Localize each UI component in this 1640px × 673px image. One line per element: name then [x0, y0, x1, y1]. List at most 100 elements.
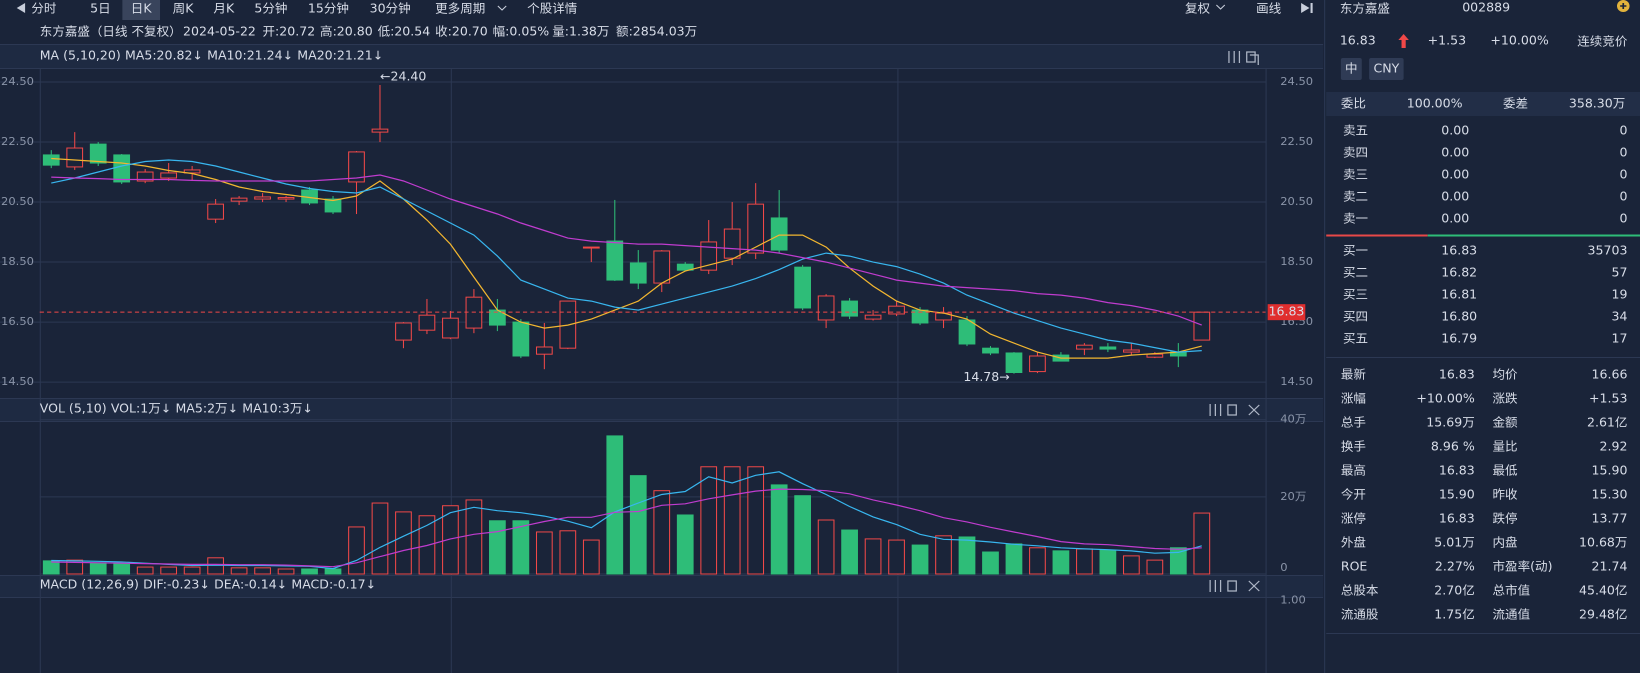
- add-icon-plus: [1620, 3, 1627, 9]
- volume-bar: [277, 568, 295, 575]
- info-field: 低:20.54: [378, 25, 431, 39]
- stat-label: 总市值: [1493, 583, 1531, 598]
- book-volume: 0: [1619, 168, 1627, 182]
- book-volume: 57: [1611, 266, 1627, 280]
- volume-bar: [1005, 543, 1023, 575]
- tab[interactable]: 5分钟: [254, 1, 287, 16]
- stat-value: 15.90: [1592, 464, 1628, 478]
- book-volume: 34: [1611, 310, 1627, 324]
- stat-label: 最高: [1341, 463, 1366, 478]
- stat-label: 外盘: [1341, 535, 1366, 550]
- y-tick-label: 16.50: [1, 315, 34, 328]
- book-label: 卖三: [1343, 168, 1368, 182]
- info-date: 2024-05-22: [183, 25, 256, 39]
- legend-entry: MACD:-0.17↓: [291, 578, 376, 592]
- ma-line: [51, 159, 1202, 353]
- legend-strip: [0, 575, 1324, 597]
- legend-entry: MA5:20.82↓: [125, 49, 203, 63]
- book-label: 卖一: [1343, 212, 1368, 226]
- candle-body: [89, 143, 107, 164]
- candle-body: [817, 295, 835, 321]
- tab[interactable]: 分时: [31, 2, 56, 16]
- candle-body: [442, 317, 459, 339]
- candle-body: [888, 305, 905, 315]
- stat-label: 今开: [1341, 487, 1366, 502]
- tool[interactable]: 复权: [1185, 2, 1210, 16]
- book-label: 买四: [1343, 310, 1368, 324]
- book-price: 16.79: [1441, 332, 1477, 346]
- ma-line: [51, 174, 1202, 326]
- tab[interactable]: 个股详情: [527, 1, 577, 16]
- volume-bar: [1146, 559, 1164, 575]
- stock-name: 东方嘉盛: [1340, 1, 1390, 16]
- tab[interactable]: 更多周期: [435, 2, 485, 16]
- stat-label: 市盈率(动): [1493, 559, 1553, 574]
- stat-value: 2.70亿: [1434, 583, 1474, 598]
- stat-label: 最新: [1341, 367, 1366, 382]
- info-field: 额:2854.03万: [616, 25, 697, 39]
- volume-bar: [1123, 555, 1140, 575]
- tab[interactable]: 30分钟: [370, 1, 411, 16]
- volume-bar: [1029, 547, 1046, 575]
- volume-bar: [958, 536, 976, 575]
- stat-value: 5.01万: [1434, 536, 1474, 550]
- candle-body: [42, 154, 60, 166]
- volume-bar: [89, 562, 107, 575]
- tab[interactable]: 日K: [131, 2, 153, 16]
- stat-label: 涨跌: [1493, 391, 1518, 406]
- volume-bar: [723, 466, 741, 575]
- stat-value: 21.74: [1592, 560, 1628, 574]
- tool[interactable]: 画线: [1256, 2, 1281, 16]
- candle-body: [1076, 344, 1093, 350]
- volume-bar: [512, 520, 530, 575]
- candle-body: [324, 198, 342, 213]
- volume-ma-line: [51, 471, 1202, 570]
- order-stat-row: [1326, 92, 1640, 116]
- stat-value: 15.30: [1592, 488, 1628, 502]
- candle-body: [277, 197, 295, 200]
- candle-body: [841, 300, 858, 317]
- stat-label: ROE: [1341, 560, 1368, 574]
- candle-body: [254, 196, 271, 200]
- stat-value: 16.83: [1439, 512, 1475, 526]
- stat-value: 16.83: [1439, 368, 1475, 382]
- volume-bar: [747, 466, 765, 575]
- legend-entry: MA5:2万↓: [175, 402, 238, 416]
- candle-body: [160, 172, 178, 179]
- info-title: 东方嘉盛（日线 不复权）: [40, 24, 182, 39]
- volume-bar: [935, 535, 952, 575]
- tab[interactable]: 周K: [173, 2, 195, 16]
- tab[interactable]: 5日: [90, 2, 111, 16]
- volume-bar: [301, 568, 318, 575]
- candle-body: [794, 266, 812, 309]
- volume-bar: [653, 490, 671, 575]
- tab[interactable]: 15分钟: [308, 1, 349, 16]
- stat-value: 1.75亿: [1434, 607, 1474, 622]
- volume-bar: [207, 557, 224, 575]
- volume-bar: [629, 475, 647, 575]
- stat-label: 涨幅: [1341, 391, 1366, 406]
- candle-body: [723, 228, 741, 259]
- candle-body: [1146, 353, 1164, 358]
- candle-body: [348, 151, 365, 183]
- stat-label: 昨收: [1493, 488, 1518, 502]
- book-price: 0.00: [1441, 124, 1469, 138]
- prev-icon[interactable]: [16, 3, 26, 13]
- tab[interactable]: 月K: [213, 2, 235, 16]
- annotation: ←24.40: [380, 70, 426, 84]
- candle-body: [629, 262, 647, 284]
- stat-label: 总手: [1341, 416, 1366, 430]
- volume-bar: [1076, 548, 1093, 575]
- candle-body: [207, 203, 224, 220]
- volume-bar: [700, 466, 718, 575]
- candle-body: [864, 314, 882, 320]
- next-icon[interactable]: [1301, 3, 1313, 13]
- candle-body: [1005, 352, 1023, 373]
- candle-body: [535, 346, 553, 355]
- candle-body: [512, 321, 530, 357]
- book-price: 0.00: [1441, 168, 1469, 182]
- stat-value: 45.40亿: [1579, 583, 1627, 598]
- volume-bar: [794, 495, 812, 575]
- panel-tools[interactable]: [1209, 51, 1260, 592]
- book-label: 买三: [1343, 288, 1368, 302]
